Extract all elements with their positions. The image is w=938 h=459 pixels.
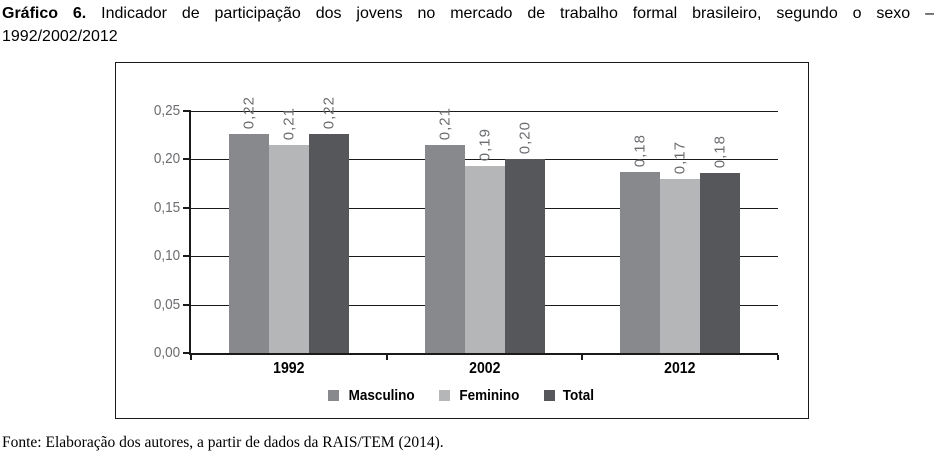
legend-swatch-icon [544,390,556,401]
y-axis-tick-label: 0,05 [116,295,180,313]
bar-feminino-2002: 0,19 [464,128,505,353]
gridline [191,159,778,161]
y-axis-tick [183,158,191,161]
category-label-text: 2012 [664,360,696,377]
y-axis-tick-label: 0,15 [116,198,180,216]
bar-value-label: 0,17 [671,140,689,174]
bar-total-1992: 0,22 [308,96,349,353]
y-axis-tick-label-text: 0,05 [153,295,180,313]
y-axis-tick-label-text: 0,20 [153,150,180,168]
x-axis-tick [190,355,192,360]
legend-label-text: Masculino [348,387,415,404]
bar-value-label: 0,20 [516,121,533,155]
y-axis-tick-label: 0,25 [116,103,180,119]
bar-value-label: 0,22 [320,96,338,130]
figure-title-line-1: Gráfico 6. Indicador de participação dos… [2,3,934,26]
y-axis-tick-label-text: 0,10 [153,247,180,265]
figure-title-line-2: 1992/2002/2012 [2,27,118,45]
bar-total-2012: 0,18 [700,135,741,353]
bar-masculino-1992: 0,22 [228,96,269,353]
category-label-text: 2002 [468,360,501,377]
y-axis-tick-label-text: 0,25 [153,102,180,119]
legend-item-feminino: Feminino [439,387,523,404]
legend-label-text: Feminino [459,387,520,404]
figure-title: Gráfico 6. Indicador de participação dos… [2,3,934,48]
gridline [191,111,778,112]
category-label-text: 1992 [273,360,305,377]
legend-label-text: Total [562,387,595,404]
category-label-1992: 1992 [191,360,387,378]
legend: Masculino Feminino Total [116,387,808,404]
y-axis-tick [183,255,191,258]
bar-masculino-2002: 0,21 [424,107,465,353]
legend-label: Masculino [345,387,418,404]
bar-masculino-2012: 0,18 [620,134,661,353]
y-axis-tick [183,352,191,354]
source-note: Fonte: Elaboração dos autores, a partir … [2,434,444,452]
y-axis-tick [183,110,191,112]
x-axis-tick [385,355,388,360]
legend-item-masculino: Masculino [328,387,418,404]
y-axis-tick-label: 0,10 [116,248,180,264]
x-axis-tick [581,355,584,360]
bar-total-2002: 0,20 [504,121,545,353]
x-axis-line [189,353,778,355]
y-axis-tick-label: 0,20 [116,151,180,167]
figure-number-label: Gráfico 6. [2,5,87,22]
bar-value-label: 0,21 [436,106,453,140]
source-note-label: Fonte: [2,434,42,451]
legend-item-total: Total [544,387,596,404]
legend-swatch-icon [328,390,340,401]
x-axis-tick [777,355,779,360]
legend-swatch-icon [439,390,451,401]
chart-frame: Masculino Feminino Total 0,25 0,20 0,15 0,10 0… [115,62,809,419]
y-axis-tick [183,303,191,306]
bar-value-label: 0,19 [476,127,493,162]
bar-value-label: 0,18 [631,133,649,167]
figure-title-text: Indicador de participação dos jovens no … [101,5,934,22]
bar-value-label: 0,22 [240,96,258,130]
source-note-text: Elaboração dos autores, a partir de dado… [45,434,444,451]
bar-feminino-2012: 0,17 [660,141,701,353]
category-label-2002: 2002 [387,360,583,378]
y-axis-line [189,111,191,355]
bar-value-label: 0,21 [280,106,298,140]
legend-label: Total [561,387,596,404]
y-axis-tick [183,206,191,209]
legend-label: Feminino [456,387,523,404]
y-axis-tick-label-text: 0,00 [153,344,180,361]
bar-value-label: 0,18 [711,134,729,168]
y-axis-tick-label-text: 0,15 [153,198,180,216]
y-axis-tick-label: 0,00 [116,345,180,361]
bar-feminino-1992: 0,21 [268,107,309,353]
category-label-2012: 2012 [582,360,778,378]
